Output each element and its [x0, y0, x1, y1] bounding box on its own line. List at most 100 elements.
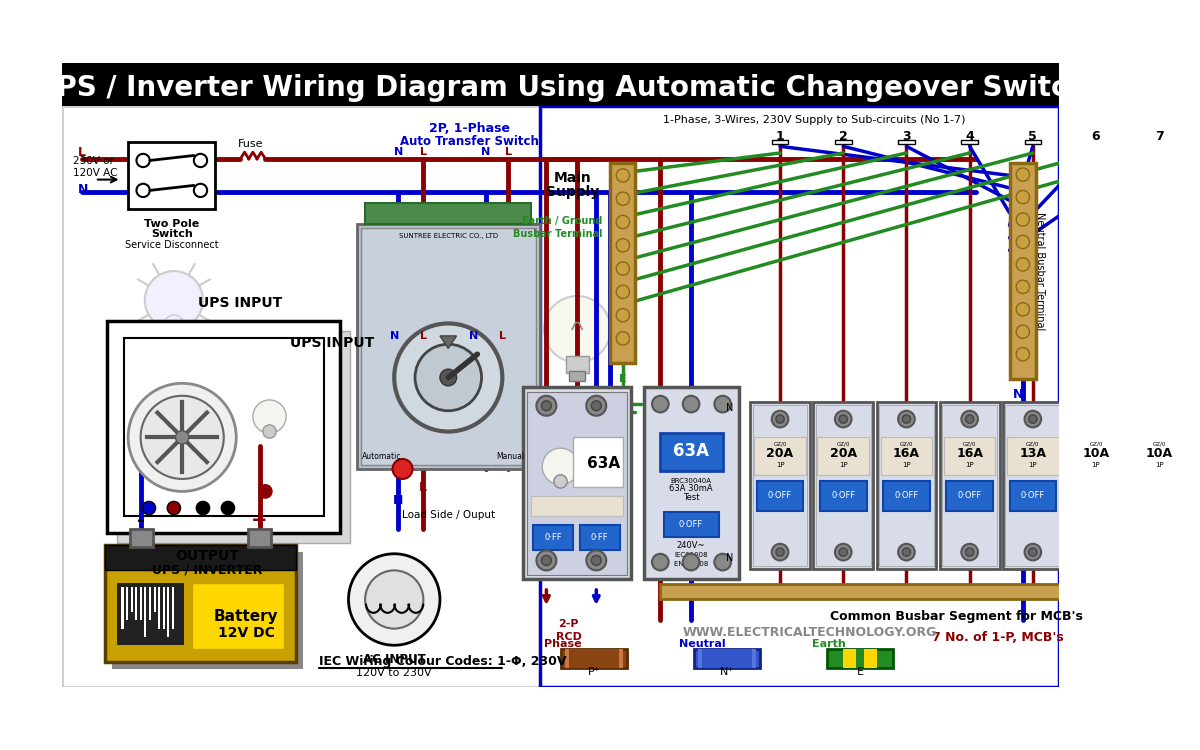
Circle shape	[164, 315, 184, 335]
Text: 1: 1	[775, 130, 785, 142]
Bar	[565, 650, 623, 668]
Circle shape	[617, 215, 630, 229]
Bar	[856, 650, 864, 668]
Text: 1P: 1P	[1092, 462, 1100, 468]
Circle shape	[902, 548, 911, 556]
Bar	[61, 63, 1060, 106]
Circle shape	[440, 369, 456, 386]
Text: L: L	[78, 146, 86, 160]
Text: 16A: 16A	[893, 448, 920, 460]
Text: 1P: 1P	[1028, 462, 1037, 468]
Bar	[750, 403, 810, 568]
Text: Supply: Supply	[546, 185, 600, 199]
Bar	[772, 140, 788, 144]
Circle shape	[835, 411, 852, 428]
Text: 120V AC: 120V AC	[73, 168, 118, 178]
Bar	[898, 140, 914, 144]
Circle shape	[546, 298, 608, 361]
Bar	[835, 140, 852, 144]
Bar	[139, 587, 142, 637]
Circle shape	[1151, 544, 1168, 560]
Bar	[883, 482, 930, 511]
Text: 120V to 230V: 120V to 230V	[356, 668, 432, 678]
Bar	[940, 403, 1000, 568]
Text: UPS / INVERTER: UPS / INVERTER	[152, 563, 263, 576]
Bar	[665, 512, 719, 537]
Text: Load Side / Ouput: Load Side / Ouput	[402, 510, 494, 520]
Circle shape	[652, 554, 668, 571]
Bar	[124, 338, 324, 516]
Circle shape	[835, 544, 852, 560]
Text: Earth / Ground: Earth / Ground	[522, 216, 602, 226]
Text: N: N	[78, 183, 89, 196]
Text: N: N	[726, 553, 733, 563]
Bar	[565, 356, 589, 373]
Circle shape	[961, 411, 978, 428]
Circle shape	[194, 154, 208, 167]
Bar	[1073, 482, 1120, 511]
Text: Common Busbar Segment for MCB's: Common Busbar Segment for MCB's	[830, 610, 1082, 623]
Circle shape	[617, 192, 630, 206]
Bar	[1009, 482, 1056, 511]
Text: 6: 6	[1092, 130, 1100, 142]
Bar	[1129, 403, 1189, 568]
Circle shape	[1156, 415, 1163, 423]
Bar	[361, 228, 535, 465]
Circle shape	[652, 396, 668, 412]
Text: L: L	[420, 331, 427, 341]
Circle shape	[167, 502, 180, 515]
Circle shape	[259, 484, 272, 498]
Circle shape	[617, 262, 630, 275]
Text: -: -	[138, 511, 145, 530]
Text: 1P: 1P	[902, 462, 911, 468]
Circle shape	[1087, 411, 1104, 428]
Text: N: N	[394, 494, 403, 507]
Circle shape	[683, 554, 700, 571]
Bar	[942, 405, 997, 566]
Text: Two Pole: Two Pole	[144, 219, 199, 229]
Circle shape	[1151, 411, 1168, 428]
Circle shape	[365, 571, 424, 628]
Circle shape	[415, 344, 481, 411]
Circle shape	[966, 415, 973, 423]
Circle shape	[221, 502, 234, 515]
Bar	[702, 650, 751, 668]
Bar	[1136, 482, 1182, 511]
Text: L: L	[419, 481, 427, 494]
Bar	[1066, 403, 1126, 568]
Bar	[814, 403, 874, 568]
Circle shape	[536, 550, 557, 571]
Text: 0·FF: 0·FF	[545, 532, 562, 542]
Circle shape	[772, 544, 788, 560]
Bar	[163, 587, 164, 637]
Circle shape	[776, 415, 785, 423]
Bar	[540, 106, 1060, 687]
Bar	[1070, 437, 1122, 475]
Bar	[752, 405, 808, 566]
Text: Automatic: Automatic	[362, 452, 402, 461]
Bar	[118, 583, 184, 645]
Bar	[660, 584, 1200, 598]
Circle shape	[1016, 258, 1030, 271]
Text: N: N	[394, 147, 403, 158]
Circle shape	[617, 169, 630, 182]
Bar	[118, 331, 350, 543]
Bar	[248, 529, 271, 547]
Circle shape	[137, 184, 150, 197]
Bar	[533, 525, 574, 550]
Circle shape	[1028, 415, 1037, 423]
Text: 0·OFF: 0·OFF	[894, 491, 918, 500]
Bar	[817, 437, 869, 475]
Text: 2-P: 2-P	[558, 620, 580, 629]
Bar	[827, 650, 893, 668]
Circle shape	[541, 400, 551, 411]
Text: RCD: RCD	[556, 632, 582, 642]
Polygon shape	[440, 336, 456, 349]
Circle shape	[1016, 236, 1030, 248]
Bar	[532, 496, 623, 516]
Text: 12V DC: 12V DC	[217, 626, 275, 640]
Text: Battery: Battery	[214, 609, 278, 624]
Bar	[158, 587, 160, 637]
Bar	[112, 552, 302, 668]
Text: 0·OFF: 0·OFF	[1147, 491, 1171, 500]
